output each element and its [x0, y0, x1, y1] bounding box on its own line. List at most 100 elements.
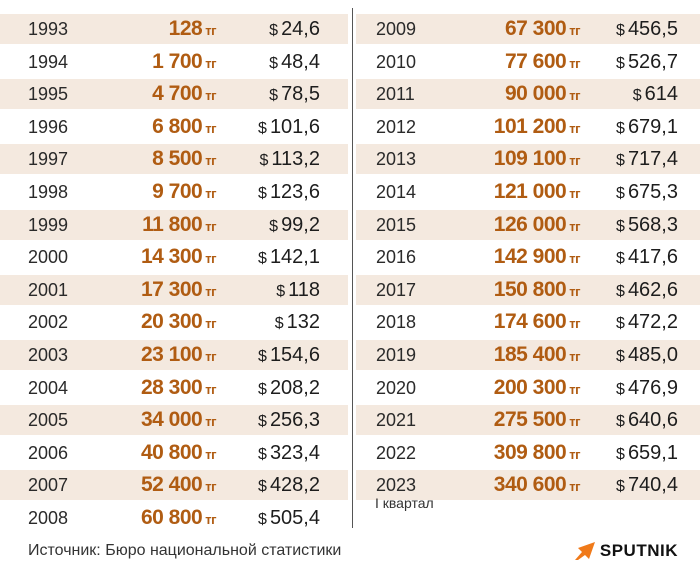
tenge-unit: тг — [569, 186, 580, 201]
tenge-value: 60 800 — [140, 506, 203, 529]
usd-cell: $659,1 — [616, 438, 678, 470]
usd-value: 476,9 — [627, 376, 678, 399]
table-row: 2020 200 300 тг $476,9 — [356, 373, 700, 403]
usd-value: 456,5 — [627, 18, 678, 40]
year-cell: 2005 — [28, 410, 69, 431]
dollar-sign: $ — [616, 185, 625, 202]
table-row: 1994 1 700 тг $48,4 — [0, 47, 348, 77]
tenge-value: 275 500 — [493, 408, 567, 432]
usd-cell: $132 — [275, 307, 320, 339]
dollar-sign: $ — [258, 185, 267, 202]
usd-value: 132 — [286, 311, 320, 334]
usd-cell: $456,5 — [616, 14, 678, 46]
year-cell: 2006 — [28, 442, 69, 463]
tenge-unit: тг — [205, 381, 216, 397]
usd-cell: $99,2 — [269, 210, 320, 242]
dollar-sign: $ — [258, 478, 267, 496]
tenge-value: 185 400 — [493, 343, 567, 366]
tenge-value: 14 300 — [140, 245, 203, 269]
tenge-cell: 128 тг — [169, 14, 217, 46]
tenge-unit: тг — [569, 251, 580, 267]
tenge-value: 101 200 — [493, 114, 567, 138]
usd-cell: $323,4 — [258, 438, 320, 470]
usd-value: 679,1 — [627, 115, 678, 138]
usd-cell: $485,0 — [616, 340, 678, 372]
table-row: 1995 4 700 тг $78,5 — [0, 79, 348, 110]
tenge-cell: 6 800 тг — [152, 112, 216, 144]
dollar-sign: $ — [616, 250, 625, 268]
tenge-unit: тг — [569, 349, 580, 364]
usd-cell: $417,6 — [616, 242, 678, 274]
tenge-cell: 200 300 тг — [494, 373, 581, 405]
tenge-cell: 34 000 тг — [140, 405, 217, 437]
tenge-cell: 185 400 тг — [493, 340, 581, 372]
dollar-sign: $ — [616, 445, 625, 463]
table-row: 2008 60 800 тг $505,4 — [0, 503, 348, 533]
usd-cell: $740,4 — [616, 470, 678, 502]
year-cell: 1997 — [28, 149, 69, 170]
year-cell: 2007 — [28, 475, 69, 496]
usd-cell: $113,2 — [260, 144, 320, 176]
usd-cell: $640,6 — [616, 405, 678, 437]
dollar-sign: $ — [269, 54, 279, 72]
usd-cell: $24,6 — [269, 14, 320, 46]
table-row: 2019 185 400 тг $485,0 — [356, 340, 700, 370]
tenge-unit: тг — [569, 381, 580, 397]
usd-value: 78,5 — [281, 83, 320, 106]
tenge-value: 9 700 — [152, 180, 203, 203]
usd-value: 428,2 — [269, 474, 320, 497]
tenge-cell: 52 400 тг — [140, 470, 217, 502]
tenge-unit: тг — [205, 283, 216, 299]
tenge-unit: тг — [569, 414, 580, 430]
usd-cell: $476,9 — [616, 373, 678, 405]
tenge-value: 150 800 — [493, 277, 567, 301]
tenge-unit: тг — [205, 23, 216, 38]
usd-value: 568,3 — [627, 213, 678, 236]
tenge-value: 77 600 — [504, 49, 567, 73]
table-row: 1996 6 800 тг $101,6 — [0, 112, 348, 142]
tenge-unit: тг — [205, 120, 216, 136]
usd-value: 675,3 — [627, 181, 678, 203]
usd-value: 417,6 — [627, 246, 678, 269]
usd-value: 526,7 — [627, 50, 678, 73]
tenge-value: 4 700 — [152, 82, 203, 106]
dollar-sign: $ — [258, 348, 267, 365]
tenge-unit: тг — [205, 414, 216, 430]
tenge-unit: тг — [205, 186, 216, 201]
year-cell: 2014 — [376, 182, 417, 202]
tenge-cell: 309 800 тг — [494, 438, 581, 470]
year-cell: 2016 — [376, 247, 417, 268]
tenge-unit: тг — [205, 55, 216, 71]
table-row: 2000 14 300 тг $142,1 — [0, 242, 348, 272]
tenge-unit: тг — [569, 446, 580, 462]
dollar-sign: $ — [258, 119, 267, 137]
tenge-cell: 60 800 тг — [140, 503, 217, 535]
usd-value: 208,2 — [269, 376, 320, 399]
dollar-sign: $ — [616, 413, 625, 431]
dollar-sign: $ — [616, 282, 625, 300]
tenge-value: 34 000 — [140, 408, 203, 432]
tenge-unit: тг — [205, 349, 216, 364]
usd-value: 24,6 — [281, 18, 320, 40]
source-note: Источник: Бюро национальной статистики — [28, 542, 342, 559]
usd-cell: $526,7 — [616, 47, 678, 79]
tenge-unit: тг — [569, 316, 580, 332]
usd-cell: $472,2 — [616, 307, 678, 339]
tenge-cell: 340 600 тг — [494, 470, 581, 502]
year-cell: 1998 — [28, 182, 69, 202]
tenge-cell: 150 800 тг — [493, 275, 581, 307]
tenge-value: 52 400 — [140, 473, 203, 497]
year-cell: 2008 — [28, 508, 69, 528]
usd-cell: $48,4 — [269, 47, 320, 79]
dollar-sign: $ — [616, 22, 625, 39]
table-row: 2011 90 000 тг $614 — [356, 79, 700, 110]
table-row: 2014 121 000 тг $675,3 — [356, 177, 700, 207]
year-cell: 2020 — [376, 377, 417, 398]
usd-value: 48,4 — [281, 50, 320, 73]
tenge-value: 142 900 — [493, 245, 567, 269]
table-row: 2016 142 900 тг $417,6 — [356, 242, 700, 272]
usd-value: 614 — [644, 83, 678, 106]
table-row: 2005 34 000 тг $256,3 — [0, 405, 348, 437]
table-row: 2017 150 800 тг $462,6 — [356, 274, 700, 307]
year-cell: 1993 — [28, 19, 69, 39]
